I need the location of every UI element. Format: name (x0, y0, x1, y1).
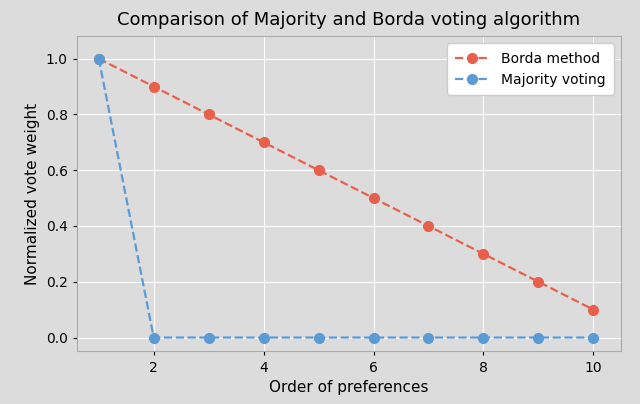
Majority voting (589, 335, 597, 340)
Borda method (424, 223, 432, 228)
Borda method (315, 168, 323, 173)
Borda method (370, 196, 378, 200)
Majority voting (150, 335, 157, 340)
Majority voting (534, 335, 542, 340)
Y-axis label: Normalized vote weight: Normalized vote weight (25, 103, 40, 285)
Borda method (150, 84, 157, 89)
Majority voting (370, 335, 378, 340)
Borda method (205, 112, 212, 117)
Majority voting (315, 335, 323, 340)
Majority voting (205, 335, 212, 340)
Line: Borda method: Borda method (94, 54, 598, 314)
Legend: Borda method, Majority voting: Borda method, Majority voting (447, 43, 614, 95)
Borda method (589, 307, 597, 312)
Borda method (95, 56, 102, 61)
Line: Majority voting: Majority voting (94, 54, 598, 343)
Title: Comparison of Majority and Borda voting algorithm: Comparison of Majority and Borda voting … (117, 11, 580, 29)
Majority voting (260, 335, 268, 340)
Borda method (534, 279, 542, 284)
Borda method (479, 251, 487, 256)
Majority voting (95, 56, 102, 61)
Majority voting (479, 335, 487, 340)
Borda method (260, 140, 268, 145)
Majority voting (424, 335, 432, 340)
X-axis label: Order of preferences: Order of preferences (269, 380, 429, 395)
